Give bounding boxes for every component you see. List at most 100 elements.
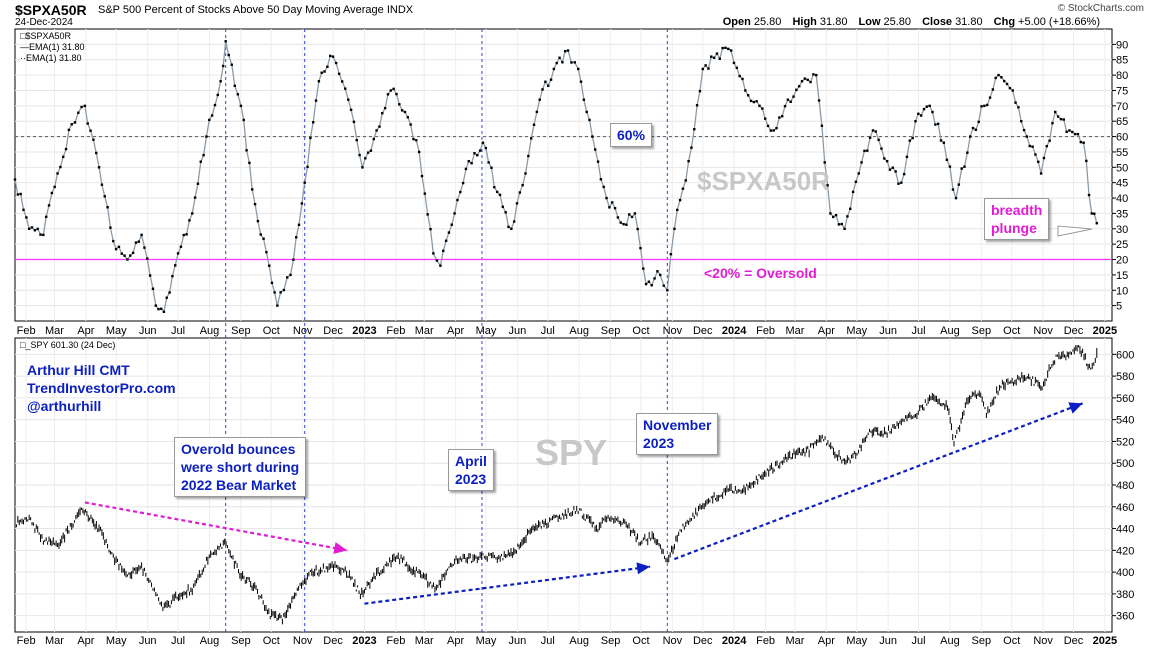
spxa50r-point xyxy=(650,284,653,287)
april-2023-box: April 2023 xyxy=(448,449,494,491)
spxa50r-point xyxy=(983,104,986,108)
april-box-line-1: April xyxy=(455,453,487,469)
spxa50r-point xyxy=(883,157,886,160)
spxa50r-point xyxy=(561,61,564,64)
spxa50r-point xyxy=(552,67,556,71)
spxa50r-point xyxy=(476,154,479,157)
spxa50r-point xyxy=(294,236,298,239)
spxa50r-point xyxy=(942,141,946,144)
ohlc-readout: Open 25.80 High 31.80 Low 25.80 Close 31.80 … xyxy=(723,16,1108,28)
spxa50r-point xyxy=(718,57,721,60)
spxa50r-point xyxy=(613,207,617,210)
spxa50r-point xyxy=(662,284,665,287)
bottom-y-axis: 360 380 400 420 440 460 480 500 520 540 560 580 600 xyxy=(1112,349,1134,623)
spxa50r-point xyxy=(566,49,570,52)
bottom-x-tick-label: Apr xyxy=(77,635,94,647)
spxa50r-point xyxy=(820,124,824,127)
watermark-spxa50r: $SPXA50R xyxy=(697,166,830,196)
spxa50r-point xyxy=(957,183,961,186)
top-x-tick-label: Aug xyxy=(200,325,220,337)
bottom-x-tick-label: Sep xyxy=(601,635,621,647)
spxa50r-point xyxy=(292,258,295,261)
low-label: Low xyxy=(858,16,881,28)
spxa50r-point xyxy=(137,240,140,243)
spxa50r-point xyxy=(426,213,429,216)
spxa50r-point xyxy=(994,76,997,80)
bottom-x-tick-label: May xyxy=(476,635,497,647)
spxa50r-point xyxy=(182,233,185,237)
sixty-percent-box: 60% xyxy=(610,123,653,147)
top-x-tick-label: Jul xyxy=(541,325,555,337)
spxa50r-point xyxy=(1065,130,1068,134)
spxa50r-point xyxy=(188,219,191,222)
spxa50r-point xyxy=(286,276,289,279)
spxa50r-point xyxy=(676,208,679,212)
legend-symbol-text: $SPXA50R xyxy=(25,31,71,41)
spxa50r-point xyxy=(202,153,205,157)
bottom-x-tick-label: Mar xyxy=(785,635,804,647)
bottom-y-tick-label: 480 xyxy=(1116,480,1134,492)
spxa50r-point xyxy=(179,245,183,248)
bottom-y-tick-label: 460 xyxy=(1116,502,1134,514)
spxa50r-point xyxy=(273,291,276,294)
spxa50r-point xyxy=(67,128,71,132)
spxa50r-point xyxy=(591,135,594,138)
spxa50r-point xyxy=(775,127,778,130)
spxa50r-point xyxy=(579,80,583,83)
spxa50r-point xyxy=(100,183,104,186)
spxa50r-point xyxy=(347,98,350,101)
bottom-x-tick-label: Mar xyxy=(415,635,434,647)
spxa50r-point xyxy=(165,296,168,299)
spxa50r-point xyxy=(977,120,980,124)
higher-lows-arrow-head xyxy=(636,562,651,575)
bottom-x-tick-label: Jul xyxy=(541,635,555,647)
spxa50r-point xyxy=(594,148,597,151)
spxa50r-point xyxy=(487,161,490,164)
spxa50r-point xyxy=(1093,212,1096,215)
spxa50r-point xyxy=(400,109,404,112)
spxa50r-point xyxy=(56,172,59,175)
bear-market-arrow xyxy=(84,501,348,552)
spxa50r-point xyxy=(126,258,129,261)
spxa50r-point xyxy=(447,231,451,234)
spxa50r-point xyxy=(991,88,995,91)
spxa50r-point xyxy=(843,227,846,230)
bottom-y-tick-label: 500 xyxy=(1116,458,1134,470)
spxa50r-point xyxy=(256,219,260,223)
vertical-date-lines xyxy=(225,29,668,632)
spxa50r-point xyxy=(77,111,80,114)
bottom-x-tick-label: Jul xyxy=(911,635,925,647)
spxa50r-point xyxy=(1008,86,1012,90)
legend-ema-1-text: EMA(1) 31.80 xyxy=(29,42,85,52)
spxa50r-point xyxy=(36,227,39,231)
top-y-tick-label: 45 xyxy=(1116,178,1128,190)
spxa50r-point xyxy=(905,155,909,159)
spxa50r-point xyxy=(157,307,160,311)
spxa50r-point xyxy=(1037,160,1040,164)
spxa50r-point xyxy=(196,182,200,185)
spxa50r-point xyxy=(25,216,28,219)
spxa50r-point xyxy=(1085,159,1088,163)
author-name: Arthur Hill CMT xyxy=(27,362,130,378)
spxa50r-point xyxy=(532,123,536,126)
bottom-y-tick-label: 560 xyxy=(1116,393,1134,405)
spxa50r-point xyxy=(19,192,22,196)
spxa50r-point xyxy=(168,291,171,294)
spxa50r-point xyxy=(83,104,87,108)
spxa50r-point xyxy=(795,88,798,92)
spxa50r-point xyxy=(442,249,445,253)
spxa50r-point xyxy=(134,241,138,244)
spxa50r-point xyxy=(372,137,375,141)
legend-symbol: □$SPXA50R xyxy=(20,31,71,41)
bottom-x-tick-label: May xyxy=(846,635,867,647)
spxa50r-point xyxy=(823,161,826,164)
spxa50r-point xyxy=(493,186,496,189)
spxa50r-point xyxy=(749,99,753,103)
spxa50r-point xyxy=(44,215,48,219)
spxa50r-point xyxy=(772,129,775,132)
legend-ema-2: ··EMA(1) 31.80 xyxy=(20,53,82,63)
spxa50r-point xyxy=(752,100,756,104)
bottom-x-tick-label: May xyxy=(106,635,127,647)
spxa50r-point xyxy=(97,166,101,169)
spxa50r-point xyxy=(829,212,832,215)
